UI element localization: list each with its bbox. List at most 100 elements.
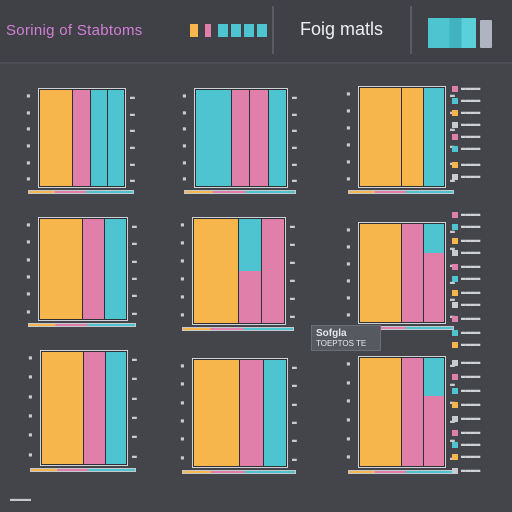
- side-swatch: [452, 441, 458, 448]
- bar[interactable]: [90, 90, 107, 186]
- bar[interactable]: [402, 358, 423, 466]
- bar[interactable]: [83, 219, 104, 319]
- side-list-item[interactable]: ▬▬▬▬: [452, 84, 500, 93]
- side-swatch: [452, 341, 458, 348]
- side-list-item[interactable]: ▬▬▬▬: [452, 108, 500, 117]
- side-list-item[interactable]: ▬▬▬▬: [452, 144, 500, 153]
- y-tick-right: ▬: [450, 176, 455, 185]
- color-chip-teal-b[interactable]: [218, 24, 228, 37]
- side-item-mark: ▬▬▬▬: [461, 262, 481, 271]
- bar[interactable]: [423, 224, 444, 322]
- side-list-item[interactable]: ▬▬▬▬: [452, 440, 500, 449]
- side-list-item[interactable]: ▬▬▬▬: [452, 96, 500, 105]
- bar[interactable]: [268, 90, 287, 186]
- side-list-item[interactable]: ▬▬▬▬: [452, 328, 500, 337]
- side-swatch: [452, 359, 458, 366]
- bar[interactable]: [360, 224, 401, 322]
- bar[interactable]: [402, 88, 423, 186]
- bar[interactable]: [40, 219, 82, 319]
- y-tick-right: ▬: [292, 436, 297, 446]
- side-list-item[interactable]: ▬▬▬▬: [452, 428, 500, 437]
- bar[interactable]: [240, 360, 263, 466]
- side-list-item[interactable]: ▬▬▬▬: [452, 236, 500, 245]
- y-tick-right: ▬: [132, 393, 137, 403]
- color-chip-teal-d[interactable]: [244, 24, 254, 37]
- swatch-teal-large[interactable]: [428, 18, 476, 48]
- bar[interactable]: [194, 360, 239, 466]
- bar[interactable]: [250, 90, 268, 186]
- bar[interactable]: [262, 219, 284, 323]
- color-chip-teal-a[interactable]: [205, 24, 211, 37]
- side-list-item[interactable]: ▬▬▬▬: [452, 210, 500, 219]
- side-list-item[interactable]: ▬▬▬▬: [452, 172, 500, 181]
- side-list-item[interactable]: ▬▬▬▬: [452, 314, 500, 323]
- side-item-mark: ▬▬▬▬: [461, 222, 481, 231]
- y-tick: ▪: [180, 274, 185, 283]
- bar-segment-orange: [360, 88, 401, 186]
- panel-r1c1[interactable]: [38, 88, 126, 188]
- bar[interactable]: [107, 90, 125, 186]
- side-list-item[interactable]: ▬▬▬▬: [452, 300, 500, 309]
- bar[interactable]: [84, 352, 105, 464]
- y-tick: ▪: [180, 256, 185, 265]
- side-list-item[interactable]: ▬▬▬▬: [452, 274, 500, 283]
- side-swatch: [452, 275, 458, 282]
- color-chip-orange[interactable]: [190, 24, 198, 37]
- y-tick: ▪: [180, 452, 185, 462]
- panel-r1c3[interactable]: [358, 86, 446, 188]
- bar[interactable]: [196, 90, 231, 186]
- side-list-item[interactable]: ▬▬▬▬: [452, 288, 500, 297]
- bar-segment-orange: [40, 219, 82, 319]
- side-list-item[interactable]: ▬▬▬▬: [452, 222, 500, 231]
- side-list-item[interactable]: ▬▬▬▬: [452, 386, 500, 395]
- bar[interactable]: [105, 352, 126, 464]
- y-tick-right: ▬: [132, 308, 137, 318]
- bar-segment-pink: [239, 271, 261, 323]
- side-list-item[interactable]: ▬▬▬▬: [452, 262, 500, 271]
- panel-title: Foig matls: [300, 19, 384, 39]
- side-list-item[interactable]: ▬▬▬▬: [452, 466, 500, 475]
- bar[interactable]: [239, 219, 261, 323]
- side-list-item[interactable]: ▬▬▬▬: [452, 340, 500, 349]
- color-chip-teal-c[interactable]: [231, 24, 241, 37]
- y-tick: ▪: [182, 91, 187, 100]
- side-swatch: [452, 249, 458, 256]
- bar[interactable]: [42, 352, 83, 464]
- bar[interactable]: [105, 219, 126, 319]
- bar[interactable]: [402, 224, 423, 322]
- panel-r1c2[interactable]: [194, 88, 288, 188]
- bar[interactable]: [423, 358, 444, 466]
- panel-r3c2[interactable]: [192, 358, 288, 468]
- y-tick: ▪: [28, 391, 33, 401]
- bar[interactable]: [40, 90, 73, 186]
- bar-segment-pink: [240, 360, 263, 466]
- y-tick-right: ▬: [450, 125, 455, 134]
- side-list-item[interactable]: ▬▬▬▬: [452, 372, 500, 381]
- bar[interactable]: [231, 90, 250, 186]
- scrollbar[interactable]: [480, 20, 492, 48]
- side-list-item[interactable]: ▬▬▬▬: [452, 358, 500, 367]
- panel-r2c2[interactable]: [192, 217, 286, 325]
- side-list-item[interactable]: ▬▬▬▬: [452, 414, 500, 423]
- side-list-item[interactable]: ▬▬▬▬: [452, 120, 500, 129]
- bar[interactable]: [360, 358, 401, 466]
- bar[interactable]: [423, 88, 444, 186]
- bar[interactable]: [263, 360, 286, 466]
- y-tick-right: ▬: [130, 159, 135, 169]
- side-list-item[interactable]: ▬▬▬▬: [452, 452, 500, 461]
- panel-r2c3[interactable]: [358, 222, 446, 324]
- side-list-item[interactable]: ▬▬▬▬: [452, 248, 500, 257]
- bar-segment-pink: [250, 90, 268, 186]
- side-item-mark: ▬▬▬▬: [461, 132, 481, 141]
- bar[interactable]: [73, 90, 90, 186]
- bar[interactable]: [194, 219, 238, 323]
- side-list-item[interactable]: ▬▬▬▬: [452, 132, 500, 141]
- panel-r3c1[interactable]: [40, 350, 128, 466]
- color-chip-teal-e[interactable]: [257, 24, 267, 37]
- side-list-item[interactable]: ▬▬▬▬: [452, 400, 500, 409]
- y-tick: ▪: [346, 140, 351, 149]
- bar[interactable]: [360, 88, 401, 186]
- side-list-item[interactable]: ▬▬▬▬: [452, 160, 500, 169]
- panel-r2c1[interactable]: [38, 217, 128, 321]
- panel-r3c3[interactable]: [358, 356, 446, 468]
